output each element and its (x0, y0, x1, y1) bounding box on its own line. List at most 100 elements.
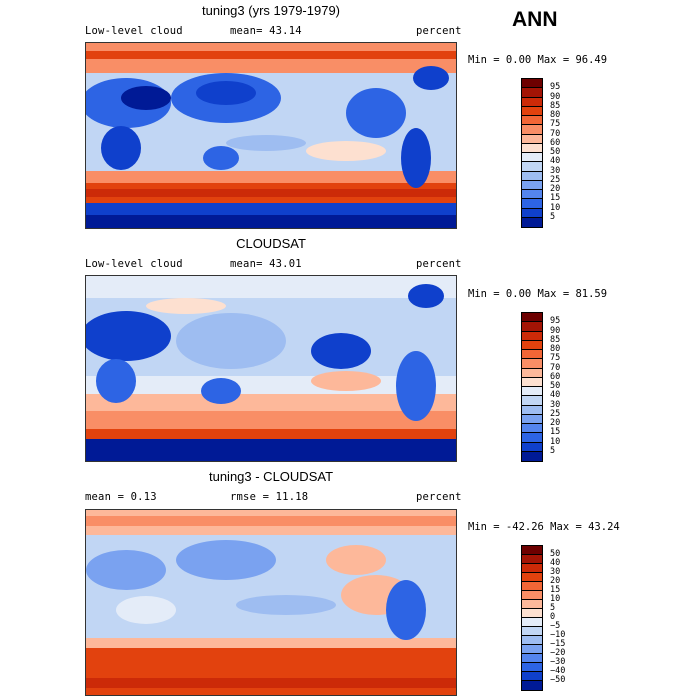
colorbar-2-cell (522, 451, 542, 461)
panel-2-colorbar (521, 312, 543, 462)
colorbar-2-tick-label: 25 (550, 408, 561, 419)
colorbar-1-cell (522, 180, 542, 190)
colorbar-1-tick-label: 30 (550, 165, 561, 176)
colorbar-3-tick-label: −40 (550, 666, 566, 676)
colorbar-3-cell (522, 564, 542, 573)
colorbar-1-cell (522, 217, 542, 227)
colorbar-3-cell (522, 627, 542, 636)
colorbar-2-cell (522, 322, 542, 332)
panel-2-variable-label: Low-level cloud (85, 258, 183, 270)
colorbar-3-tick-label: 10 (550, 594, 561, 604)
colorbar-3-cell (522, 609, 542, 618)
colorbar-1-cell (522, 97, 542, 107)
colorbar-2-cell (522, 424, 542, 434)
colorbar-1-cell (522, 190, 542, 200)
colorbar-2-tick-label: 75 (550, 353, 561, 364)
colorbar-3-cell (522, 591, 542, 600)
colorbar-1-cell (522, 88, 542, 98)
colorbar-3-tick-label: −5 (550, 621, 561, 631)
colorbar-2-cell (522, 405, 542, 415)
colorbar-2-tick-label: 95 (550, 316, 561, 327)
panel-2-colorbar-ticks: 95 90 85 80 75 70 60 50 40 30 25 20 15 10 5 (550, 312, 590, 462)
colorbar-2-tick-label: 60 (550, 371, 561, 382)
colorbar-3-tick-label: −10 (550, 630, 566, 640)
colorbar-1-tick-label: 95 (550, 82, 561, 93)
colorbar-3-cell (522, 645, 542, 654)
panel-3-title: tuning3 - CLOUDSAT (208, 469, 334, 484)
panel-1-colorbar (521, 78, 543, 228)
colorbar-1-cell (522, 171, 542, 181)
colorbar-1-cell (522, 116, 542, 126)
colorbar-3-tick-label: −20 (550, 648, 566, 658)
colorbar-1-cell (522, 106, 542, 116)
panel-3-colorbar-ticks: 50 40 30 20 15 10 5 0 −5 −10 −15 −20 −30 −40 −50 (550, 545, 590, 691)
colorbar-1-cell (522, 143, 542, 153)
colorbar-2-tick-label: 15 (550, 427, 561, 438)
panel-1-title: tuning3 (yrs 1979-1979) (201, 3, 341, 18)
colorbar-2-cell (522, 414, 542, 424)
colorbar-1-cell (522, 208, 542, 218)
colorbar-1-tick-label: 5 (550, 211, 556, 222)
colorbar-2-tick-label: 30 (550, 399, 561, 410)
colorbar-1-tick-label: 20 (550, 184, 561, 194)
panel-1-colorbar-ticks: 95 90 85 80 75 70 60 50 40 30 25 20 15 10 5 (550, 78, 590, 228)
colorbar-2-tick-label: 10 (550, 436, 561, 447)
colorbar-3-cell (522, 663, 542, 672)
colorbar-3-cell (522, 546, 542, 555)
panel-1-units: percent (416, 25, 462, 37)
colorbar-3-cell (522, 618, 542, 627)
season-label: ANN (512, 8, 558, 31)
colorbar-3-tick-label: 30 (550, 567, 561, 577)
colorbar-1-tick-label: 40 (550, 156, 561, 167)
colorbar-1-cell (522, 162, 542, 172)
colorbar-3-cell (522, 573, 542, 582)
colorbar-2-cell (522, 442, 542, 452)
panel-2-units: percent (416, 258, 462, 270)
colorbar-3-tick-label: 15 (550, 585, 561, 595)
colorbar-3-tick-label: −30 (550, 657, 566, 667)
colorbar-1-tick-label: 85 (550, 100, 561, 111)
colorbar-1-cell (522, 79, 542, 89)
colorbar-2-tick-label: 85 (550, 334, 561, 345)
colorbar-1-cell (522, 199, 542, 209)
colorbar-3-cell (522, 681, 542, 690)
panel-1-mean: mean= 43.14 (230, 25, 302, 37)
colorbar-3-tick-label: −15 (550, 639, 566, 649)
colorbar-1-cell (522, 134, 542, 144)
colorbar-1-tick-label: 80 (550, 110, 561, 120)
colorbar-3-cell (522, 672, 542, 681)
colorbar-2-tick-label: 40 (550, 390, 561, 401)
colorbar-2-tick-label: 20 (550, 418, 561, 428)
panel-2-map (85, 275, 457, 462)
panel-1-minmax: Min = 0.00 Max = 96.49 (468, 54, 608, 66)
colorbar-1-tick-label: 10 (550, 202, 561, 213)
colorbar-2-tick-label: 70 (550, 362, 561, 373)
colorbar-3-cell (522, 654, 542, 663)
colorbar-2-cell (522, 387, 542, 397)
colorbar-1-cell (522, 153, 542, 163)
colorbar-2-cell (522, 350, 542, 360)
panel-2-mean: mean= 43.01 (230, 258, 302, 270)
colorbar-2-tick-label: 80 (550, 344, 561, 354)
panel-1-variable-label: Low-level cloud (85, 25, 183, 37)
panel-1-map-svg (86, 43, 456, 228)
colorbar-2-cell (522, 340, 542, 350)
panel-3-map (85, 509, 457, 696)
panel-2-minmax: Min = 0.00 Max = 81.59 (468, 288, 608, 300)
panel-2-title: CLOUDSAT (236, 236, 306, 251)
colorbar-2-tick-label: 50 (550, 381, 561, 391)
panel-3-rmse: rmse = 11.18 (230, 491, 309, 503)
colorbar-2-cell (522, 331, 542, 341)
colorbar-1-tick-label: 75 (550, 119, 561, 130)
colorbar-3-tick-label: 20 (550, 576, 561, 586)
panel-1-map (85, 42, 457, 229)
colorbar-3-cell (522, 600, 542, 609)
colorbar-1-tick-label: 25 (550, 174, 561, 185)
colorbar-2-cell (522, 433, 542, 443)
colorbar-3-cell (522, 555, 542, 564)
panel-3-colorbar (521, 545, 543, 691)
colorbar-1-tick-label: 15 (550, 193, 561, 204)
panel-3-units: percent (416, 491, 462, 503)
colorbar-1-tick-label: 60 (550, 137, 561, 148)
colorbar-2-cell (522, 313, 542, 323)
